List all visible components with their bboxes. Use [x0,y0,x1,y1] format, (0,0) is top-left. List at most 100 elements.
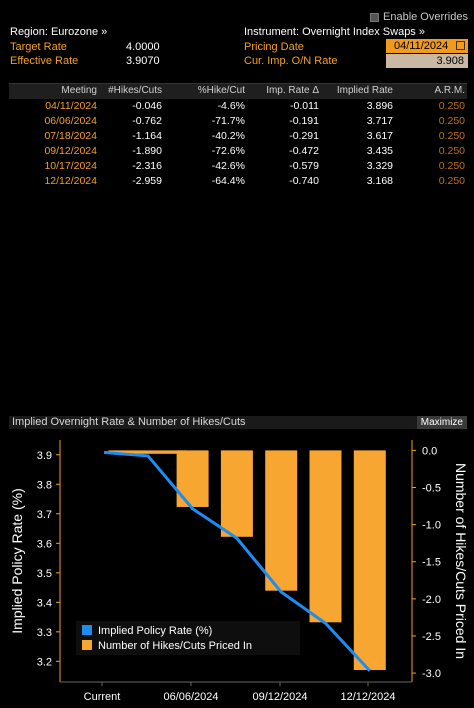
legend-box [76,621,300,655]
table-row[interactable]: 12/12/2024 -2.959 -64.4% -0.740 3.168 0.250 [9,174,467,189]
checkbox-icon[interactable] [370,12,379,22]
cell-arm: 0.250 [438,115,465,127]
cell-meeting-date: 06/06/2024 [44,115,97,127]
y-tick-label: 3.7 [37,509,52,521]
cell-hikes-cuts: -1.164 [132,130,162,142]
instrument-selector[interactable]: Instrument: Overnight Index Swaps » [244,26,425,38]
y-tick-label: 3.9 [37,450,52,462]
y2-tick-label: -3.0 [422,668,441,680]
col-meeting[interactable]: Meeting [61,85,97,96]
rate-chart: 3.9 3.8 3.7 3.6 3.5 3.4 3.3 3.2 0.0 -0.5 -1.0 -1.5 -… [9,440,469,703]
effective-rate-label: Effective Rate [10,55,79,67]
col-implied-rate[interactable]: Implied Rate [336,85,393,96]
cell-arm: 0.250 [438,175,465,187]
bar [353,450,386,671]
legend-label-line: Implied Policy Rate (%) [98,625,212,637]
cell-hikes-cuts: -2.959 [132,175,162,187]
y-axis-title: Implied Policy Rate (%) [9,488,25,634]
enable-overrides-label: Enable Overrides [383,11,468,23]
y-tick-label: 3.4 [37,597,52,609]
cur-imp-rate-value: 3.908 [386,54,468,68]
cell-arm: 0.250 [438,100,465,112]
col-hikes-cuts[interactable]: #Hikes/Cuts [108,85,162,96]
y-tick-label: 3.6 [37,538,52,550]
cell-meeting-date: 12/12/2024 [44,175,97,187]
y-tick-label: 3.5 [37,568,52,580]
y2-tick-label: -2.0 [422,594,441,606]
table-row[interactable]: 07/18/2024 -1.164 -40.2% -0.291 3.617 0.250 [9,129,467,144]
pricing-date-label: Pricing Date [244,41,304,53]
cell-pct-hike-cut: -42.6% [211,160,245,172]
table-header: Meeting #Hikes/Cuts %Hike/Cut Imp. Rate … [9,84,467,99]
cell-imp-rate-delta: -0.579 [289,160,319,172]
bar [220,450,253,537]
y-tick-label: 3.8 [37,479,52,491]
enable-overrides-toggle[interactable]: Enable Overrides [370,11,468,23]
x-tick-label: 09/12/2024 [252,691,307,703]
bar [108,450,187,454]
x-tick-label: Current [84,691,121,703]
chart-title: Implied Overnight Rate & Number of Hikes… [12,416,246,428]
cell-implied-rate: 3.435 [366,145,393,157]
cell-implied-rate: 3.617 [366,130,393,142]
cell-pct-hike-cut: -4.6% [217,100,245,112]
cell-arm: 0.250 [438,160,465,172]
cell-hikes-cuts: -1.890 [132,145,162,157]
cell-meeting-date: 07/18/2024 [44,130,97,142]
target-rate-value: 4.0000 [126,41,160,53]
y-tick-label: 3.2 [37,656,52,668]
cell-imp-rate-delta: -0.191 [289,115,319,127]
cell-meeting-date: 10/17/2024 [44,160,97,172]
legend-label-bar: Number of Hikes/Cuts Priced In [98,640,252,652]
cell-imp-rate-delta: -0.011 [290,100,319,112]
cell-hikes-cuts: -2.316 [132,160,162,172]
table-row[interactable]: 04/11/2024 -0.046 -4.6% -0.011 3.896 0.250 [9,99,467,114]
pricing-date-input[interactable]: 04/11/2024 [386,39,468,53]
x-tick-label: 06/06/2024 [163,691,218,703]
col-pct-hike-cut[interactable]: %Hike/Cut [197,85,245,96]
cell-hikes-cuts: -0.762 [132,115,162,127]
cell-imp-rate-delta: -0.740 [289,175,319,187]
legend-swatch-bar [82,640,92,650]
cell-pct-hike-cut: -72.6% [211,145,245,157]
y2-tick-label: -1.5 [422,557,441,569]
cur-imp-rate-label: Cur. Imp. O/N Rate [244,55,338,67]
cell-meeting-date: 09/12/2024 [44,145,97,157]
col-arm[interactable]: A.R.M. [434,85,465,96]
y2-tick-label: -2.5 [422,631,441,643]
implied-rate-line [103,450,371,672]
meetings-table: Meeting #Hikes/Cuts %Hike/Cut Imp. Rate … [9,83,467,413]
bar [176,450,209,507]
y2-tick-label: -0.5 [422,483,441,495]
table-row[interactable]: 09/12/2024 -1.890 -72.6% -0.472 3.435 0.250 [9,144,467,159]
table-row[interactable]: 10/17/2024 -2.316 -42.6% -0.579 3.329 0.250 [9,159,467,174]
calendar-icon[interactable] [456,41,465,50]
cell-implied-rate: 3.717 [366,115,393,127]
cell-pct-hike-cut: -64.4% [211,175,245,187]
cell-pct-hike-cut: -71.7% [211,115,245,127]
pricing-date-value: 04/11/2024 [394,40,449,52]
cell-meeting-date: 04/11/2024 [45,100,97,112]
cell-imp-rate-delta: -0.472 [289,145,319,157]
bar [309,450,342,623]
y2-tick-label: -1.0 [422,520,441,532]
table-row[interactable]: 06/06/2024 -0.762 -71.7% -0.191 3.717 0.250 [9,114,467,129]
cell-pct-hike-cut: -40.2% [211,130,245,142]
cell-arm: 0.250 [438,130,465,142]
bar [265,450,298,591]
cell-imp-rate-delta: -0.291 [289,130,319,142]
table-body: 04/11/2024 -0.046 -4.6% -0.011 3.896 0.250 06/… [9,99,467,189]
y2-tick-label: 0.0 [422,445,437,457]
chart-title-bar: Implied Overnight Rate & Number of Hikes… [9,416,467,429]
cell-implied-rate: 3.896 [366,100,393,112]
col-imp-rate-delta[interactable]: Imp. Rate Δ [266,85,319,96]
cell-arm: 0.250 [438,145,465,157]
target-rate-label: Target Rate [10,41,67,53]
effective-rate-value: 3.9070 [126,55,160,67]
x-tick-label: 12/12/2024 [340,691,395,703]
cell-hikes-cuts: -0.046 [132,100,162,112]
y-tick-label: 3.3 [37,627,52,639]
legend-swatch-line [82,625,92,635]
region-selector[interactable]: Region: Eurozone » [10,26,108,38]
maximize-button[interactable]: Maximize [416,416,467,429]
